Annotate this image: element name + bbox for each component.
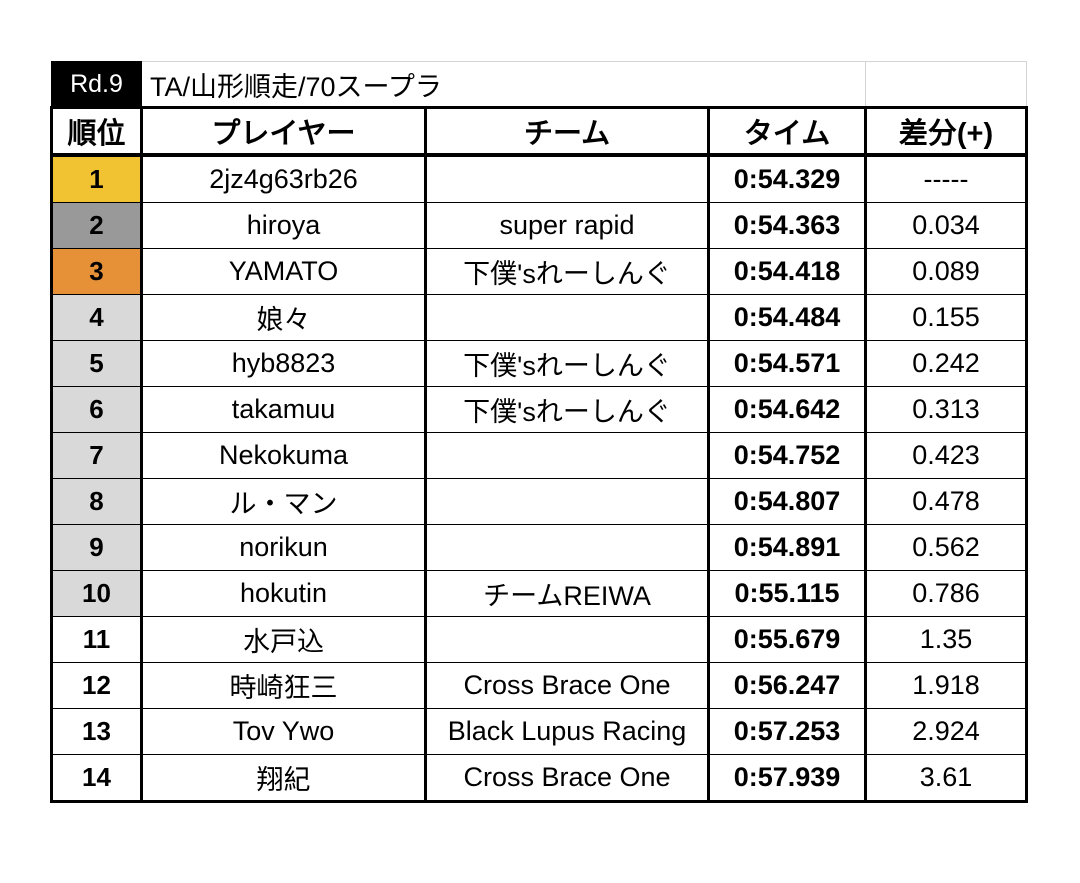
diff-cell: ----- [864, 154, 1029, 203]
rank-cell: 3 [50, 248, 143, 295]
player-cell: takamuu [140, 386, 427, 433]
player-cell: YAMATO [140, 248, 427, 295]
round-label: Rd.9 [51, 61, 142, 109]
team-cell: Cross Brace One [423, 662, 711, 709]
diff-cell: 0.786 [864, 570, 1029, 617]
rank-cell: 12 [50, 662, 143, 709]
player-cell: ル・マン [140, 478, 427, 525]
team-cell: 下僕'sれーしんぐ [423, 340, 711, 387]
rank-cell: 5 [50, 340, 143, 387]
table-row: 12 時崎狂三 Cross Brace One 0:56.247 1.918 [50, 662, 1029, 709]
time-cell: 0:54.571 [707, 340, 868, 387]
player-cell: hyb8823 [140, 340, 427, 387]
player-cell: 娘々 [140, 294, 427, 341]
time-cell: 0:54.891 [707, 524, 868, 571]
table-row: 7 Nekokuma 0:54.752 0.423 [50, 432, 1029, 479]
diff-cell: 0.155 [864, 294, 1029, 341]
rank-cell: 2 [50, 202, 143, 249]
table-row: 2 hiroya super rapid 0:54.363 0.034 [50, 202, 1029, 249]
team-cell: Black Lupus Racing [423, 708, 711, 755]
rank-cell: 1 [50, 154, 143, 203]
player-cell: hokutin [140, 570, 427, 617]
table-row: 11 水戸込 0:55.679 1.35 [50, 616, 1029, 663]
time-cell: 0:54.642 [707, 386, 868, 433]
time-cell: 0:57.939 [707, 754, 868, 803]
diff-cell: 0.089 [864, 248, 1029, 295]
diff-cell: 0.478 [864, 478, 1029, 525]
results-table: Rd.9 TA/山形順走/70スープラ 順位 プレイヤー チーム タイム 差分(… [50, 61, 1029, 803]
time-cell: 0:57.253 [707, 708, 868, 755]
player-cell: hiroya [140, 202, 427, 249]
diff-cell: 0.562 [864, 524, 1029, 571]
diff-cell: 0.313 [864, 386, 1029, 433]
rank-cell: 8 [50, 478, 143, 525]
diff-cell: 3.61 [864, 754, 1029, 803]
time-cell: 0:55.679 [707, 616, 868, 663]
rank-cell: 11 [50, 616, 143, 663]
table-row: 5 hyb8823 下僕'sれーしんぐ 0:54.571 0.242 [50, 340, 1029, 387]
time-cell: 0:54.752 [707, 432, 868, 479]
rank-cell: 4 [50, 294, 143, 341]
team-cell [423, 478, 711, 525]
team-cell: 下僕'sれーしんぐ [423, 248, 711, 295]
header-player: プレイヤー [140, 106, 427, 157]
diff-cell: 1.918 [864, 662, 1029, 709]
table-row: 3 YAMATO 下僕'sれーしんぐ 0:54.418 0.089 [50, 248, 1029, 295]
table-row: 14 翔紀 Cross Brace One 0:57.939 3.61 [50, 754, 1029, 803]
team-cell [423, 616, 711, 663]
time-cell: 0:54.484 [707, 294, 868, 341]
table-row: 1 2jz4g63rb26 0:54.329 ----- [50, 154, 1029, 203]
player-cell: 2jz4g63rb26 [140, 154, 427, 203]
team-cell: super rapid [423, 202, 711, 249]
team-cell: チームREIWA [423, 570, 711, 617]
player-cell: Tov Ywo [140, 708, 427, 755]
title-row: Rd.9 TA/山形順走/70スープラ [51, 61, 1028, 109]
player-cell: 時崎狂三 [140, 662, 427, 709]
team-cell [423, 154, 711, 203]
time-cell: 0:56.247 [707, 662, 868, 709]
time-cell: 0:54.329 [707, 154, 868, 203]
time-cell: 0:54.363 [707, 202, 868, 249]
table-row: 8 ル・マン 0:54.807 0.478 [50, 478, 1029, 525]
player-cell: 翔紀 [140, 754, 427, 803]
team-cell [423, 294, 711, 341]
table-row: 4 娘々 0:54.484 0.155 [50, 294, 1029, 341]
rank-cell: 10 [50, 570, 143, 617]
header-time: タイム [707, 106, 868, 157]
table-row: 6 takamuu 下僕'sれーしんぐ 0:54.642 0.313 [50, 386, 1029, 433]
diff-cell: 2.924 [864, 708, 1029, 755]
diff-cell: 0.034 [864, 202, 1029, 249]
rank-cell: 6 [50, 386, 143, 433]
header-row: 順位 プレイヤー チーム タイム 差分(+) [50, 106, 1029, 157]
event-title: TA/山形順走/70スープラ [140, 61, 709, 109]
results-sheet: Rd.9 TA/山形順走/70スープラ 順位 プレイヤー チーム タイム 差分(… [50, 61, 1029, 803]
table-row: 10 hokutin チームREIWA 0:55.115 0.786 [50, 570, 1029, 617]
rank-cell: 13 [50, 708, 143, 755]
rank-cell: 14 [50, 754, 143, 803]
time-cell: 0:55.115 [707, 570, 868, 617]
title-blank-cell [708, 61, 867, 109]
team-cell [423, 432, 711, 479]
team-cell [423, 524, 711, 571]
title-blank-cell [865, 61, 1028, 109]
rank-cell: 7 [50, 432, 143, 479]
player-cell: norikun [140, 524, 427, 571]
time-cell: 0:54.807 [707, 478, 868, 525]
diff-cell: 1.35 [864, 616, 1029, 663]
header-team: チーム [423, 106, 711, 157]
diff-cell: 0.423 [864, 432, 1029, 479]
team-cell: 下僕'sれーしんぐ [423, 386, 711, 433]
rank-cell: 9 [50, 524, 143, 571]
time-cell: 0:54.418 [707, 248, 868, 295]
team-cell: Cross Brace One [423, 754, 711, 803]
diff-cell: 0.242 [864, 340, 1029, 387]
table-row: 9 norikun 0:54.891 0.562 [50, 524, 1029, 571]
header-rank: 順位 [50, 106, 143, 157]
player-cell: 水戸込 [140, 616, 427, 663]
table-row: 13 Tov Ywo Black Lupus Racing 0:57.253 2.924 [50, 708, 1029, 755]
header-diff: 差分(+) [864, 106, 1029, 157]
player-cell: Nekokuma [140, 432, 427, 479]
